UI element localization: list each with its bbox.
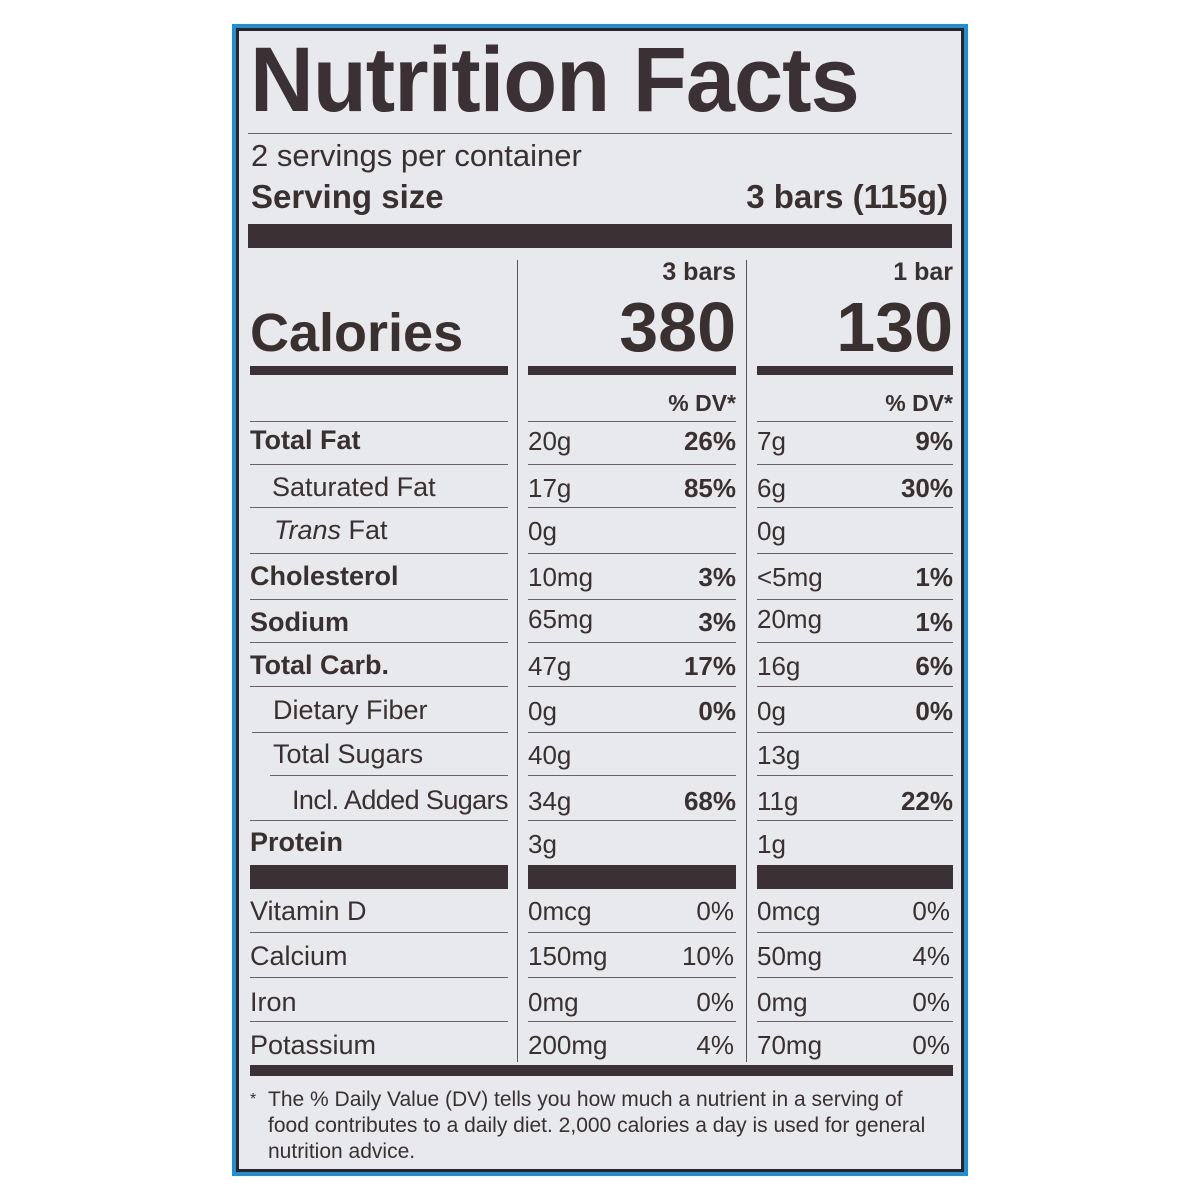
- col2-amount: 1g: [757, 829, 786, 859]
- col1-percent: 3%: [698, 607, 736, 637]
- col1-amount: 34g: [528, 786, 572, 816]
- col1-percent: 4%: [696, 1030, 734, 1060]
- col1-percent: 3%: [698, 562, 736, 592]
- col1-amount: 17g: [528, 473, 572, 503]
- column-divider: [746, 260, 747, 1062]
- col1-percent: 0%: [698, 696, 736, 726]
- nutrient-label: Dietary Fiber: [273, 695, 428, 725]
- col2-amount: 0g: [757, 696, 786, 726]
- col1-amount: 200mg: [528, 1030, 608, 1060]
- col2-percent: 4%: [912, 941, 950, 971]
- footnote: * The % Daily Value (DV) tells you how m…: [250, 1087, 930, 1165]
- medium-bar: [757, 366, 953, 375]
- col2-amount: 0mcg: [757, 896, 821, 926]
- vitamin-label: Calcium: [250, 941, 348, 971]
- col2-percent: 30%: [900, 473, 953, 503]
- servings-per-container: 2 servings per container: [251, 138, 582, 173]
- col2-percent: 0%: [912, 987, 950, 1017]
- col2-amount: 50mg: [757, 941, 823, 971]
- col2-percent: 0%: [915, 696, 953, 726]
- col2-percent: 9%: [915, 426, 953, 456]
- col1-dv-header: % DV*: [668, 390, 736, 416]
- medium-bar: [250, 366, 508, 375]
- trans-italic: Trans: [274, 515, 342, 545]
- col1-amount: 20g: [528, 426, 572, 456]
- col1-amount: 65mg: [528, 604, 594, 634]
- col1-calories: 380: [619, 288, 736, 366]
- col1-percent: 26%: [683, 426, 736, 456]
- col2-dv-header: % DV*: [885, 390, 953, 416]
- col1-percent: 68%: [683, 786, 736, 816]
- nutrient-label: Protein: [250, 827, 344, 857]
- col1-header: 3 bars: [662, 258, 736, 286]
- vitamin-label: Iron: [250, 987, 297, 1017]
- col2-percent: 22%: [900, 786, 953, 816]
- medium-bar: [250, 1065, 953, 1076]
- vitamin-label: Vitamin D: [250, 896, 367, 926]
- col2-amount: 0g: [757, 516, 786, 546]
- thick-bar: [248, 224, 952, 248]
- col1-amount: 0mcg: [528, 896, 592, 926]
- col2-amount: 6g: [757, 473, 786, 503]
- col1-amount: 0g: [528, 516, 557, 546]
- col2-amount: 70mg: [757, 1030, 823, 1060]
- col1-amount: 10mg: [528, 562, 594, 592]
- col2-percent: 1%: [915, 607, 953, 637]
- col1-percent: 85%: [683, 473, 736, 503]
- serving-size-label: Serving size: [251, 178, 444, 215]
- nutrient-label: Trans Fat: [274, 515, 388, 545]
- calories-label: Calories: [250, 303, 464, 363]
- col1-amount: 0mg: [528, 987, 579, 1017]
- col2-percent: 0%: [912, 896, 950, 926]
- col2-percent: 1%: [915, 562, 953, 592]
- col1-amount: 3g: [528, 829, 557, 859]
- col1-amount: 150mg: [528, 941, 608, 971]
- nutrient-label: Total Sugars: [273, 739, 424, 769]
- col2-amount: <5mg: [757, 562, 823, 592]
- label-title: Nutrition Facts: [250, 29, 860, 131]
- thick-bar: [250, 865, 508, 889]
- col1-percent: 17%: [683, 651, 736, 681]
- nutrient-label: Cholesterol: [250, 561, 399, 591]
- col1-percent: 0%: [696, 987, 734, 1017]
- nutrient-label: Sodium: [250, 607, 349, 637]
- thick-bar: [528, 865, 736, 889]
- col2-amount: 7g: [757, 426, 786, 456]
- col2-amount: 13g: [757, 740, 801, 770]
- col2-header: 1 bar: [893, 258, 953, 286]
- thick-bar: [757, 865, 953, 889]
- nutrient-label: Saturated Fat: [272, 472, 436, 502]
- col2-amount: 20mg: [757, 604, 823, 634]
- col1-percent: 0%: [696, 896, 734, 926]
- column-divider: [517, 260, 518, 1062]
- col2-amount: 16g: [757, 651, 801, 681]
- footnote-text: The % Daily Value (DV) tells you how muc…: [268, 1088, 926, 1163]
- footnote-star: *: [250, 1091, 257, 1108]
- col1-amount: 40g: [528, 740, 572, 770]
- nutrition-panel: [236, 28, 964, 1172]
- col1-amount: 0g: [528, 696, 557, 726]
- medium-bar: [528, 366, 736, 375]
- nutrient-label: Total Carb.: [250, 650, 390, 680]
- vitamin-label: Potassium: [250, 1030, 377, 1060]
- col2-calories: 130: [836, 288, 953, 366]
- col2-amount: 11g: [757, 786, 799, 816]
- col1-percent: 10%: [681, 941, 734, 971]
- col2-percent: 6%: [915, 651, 953, 681]
- nutrient-label: Total Fat: [250, 425, 361, 455]
- divider: [248, 133, 952, 134]
- serving-size-value: 3 bars (115g): [746, 178, 948, 215]
- nutrient-label: Incl. Added Sugars: [292, 785, 508, 815]
- col2-percent: 0%: [912, 1030, 950, 1060]
- col2-amount: 0mg: [757, 987, 808, 1017]
- col1-amount: 47g: [528, 651, 572, 681]
